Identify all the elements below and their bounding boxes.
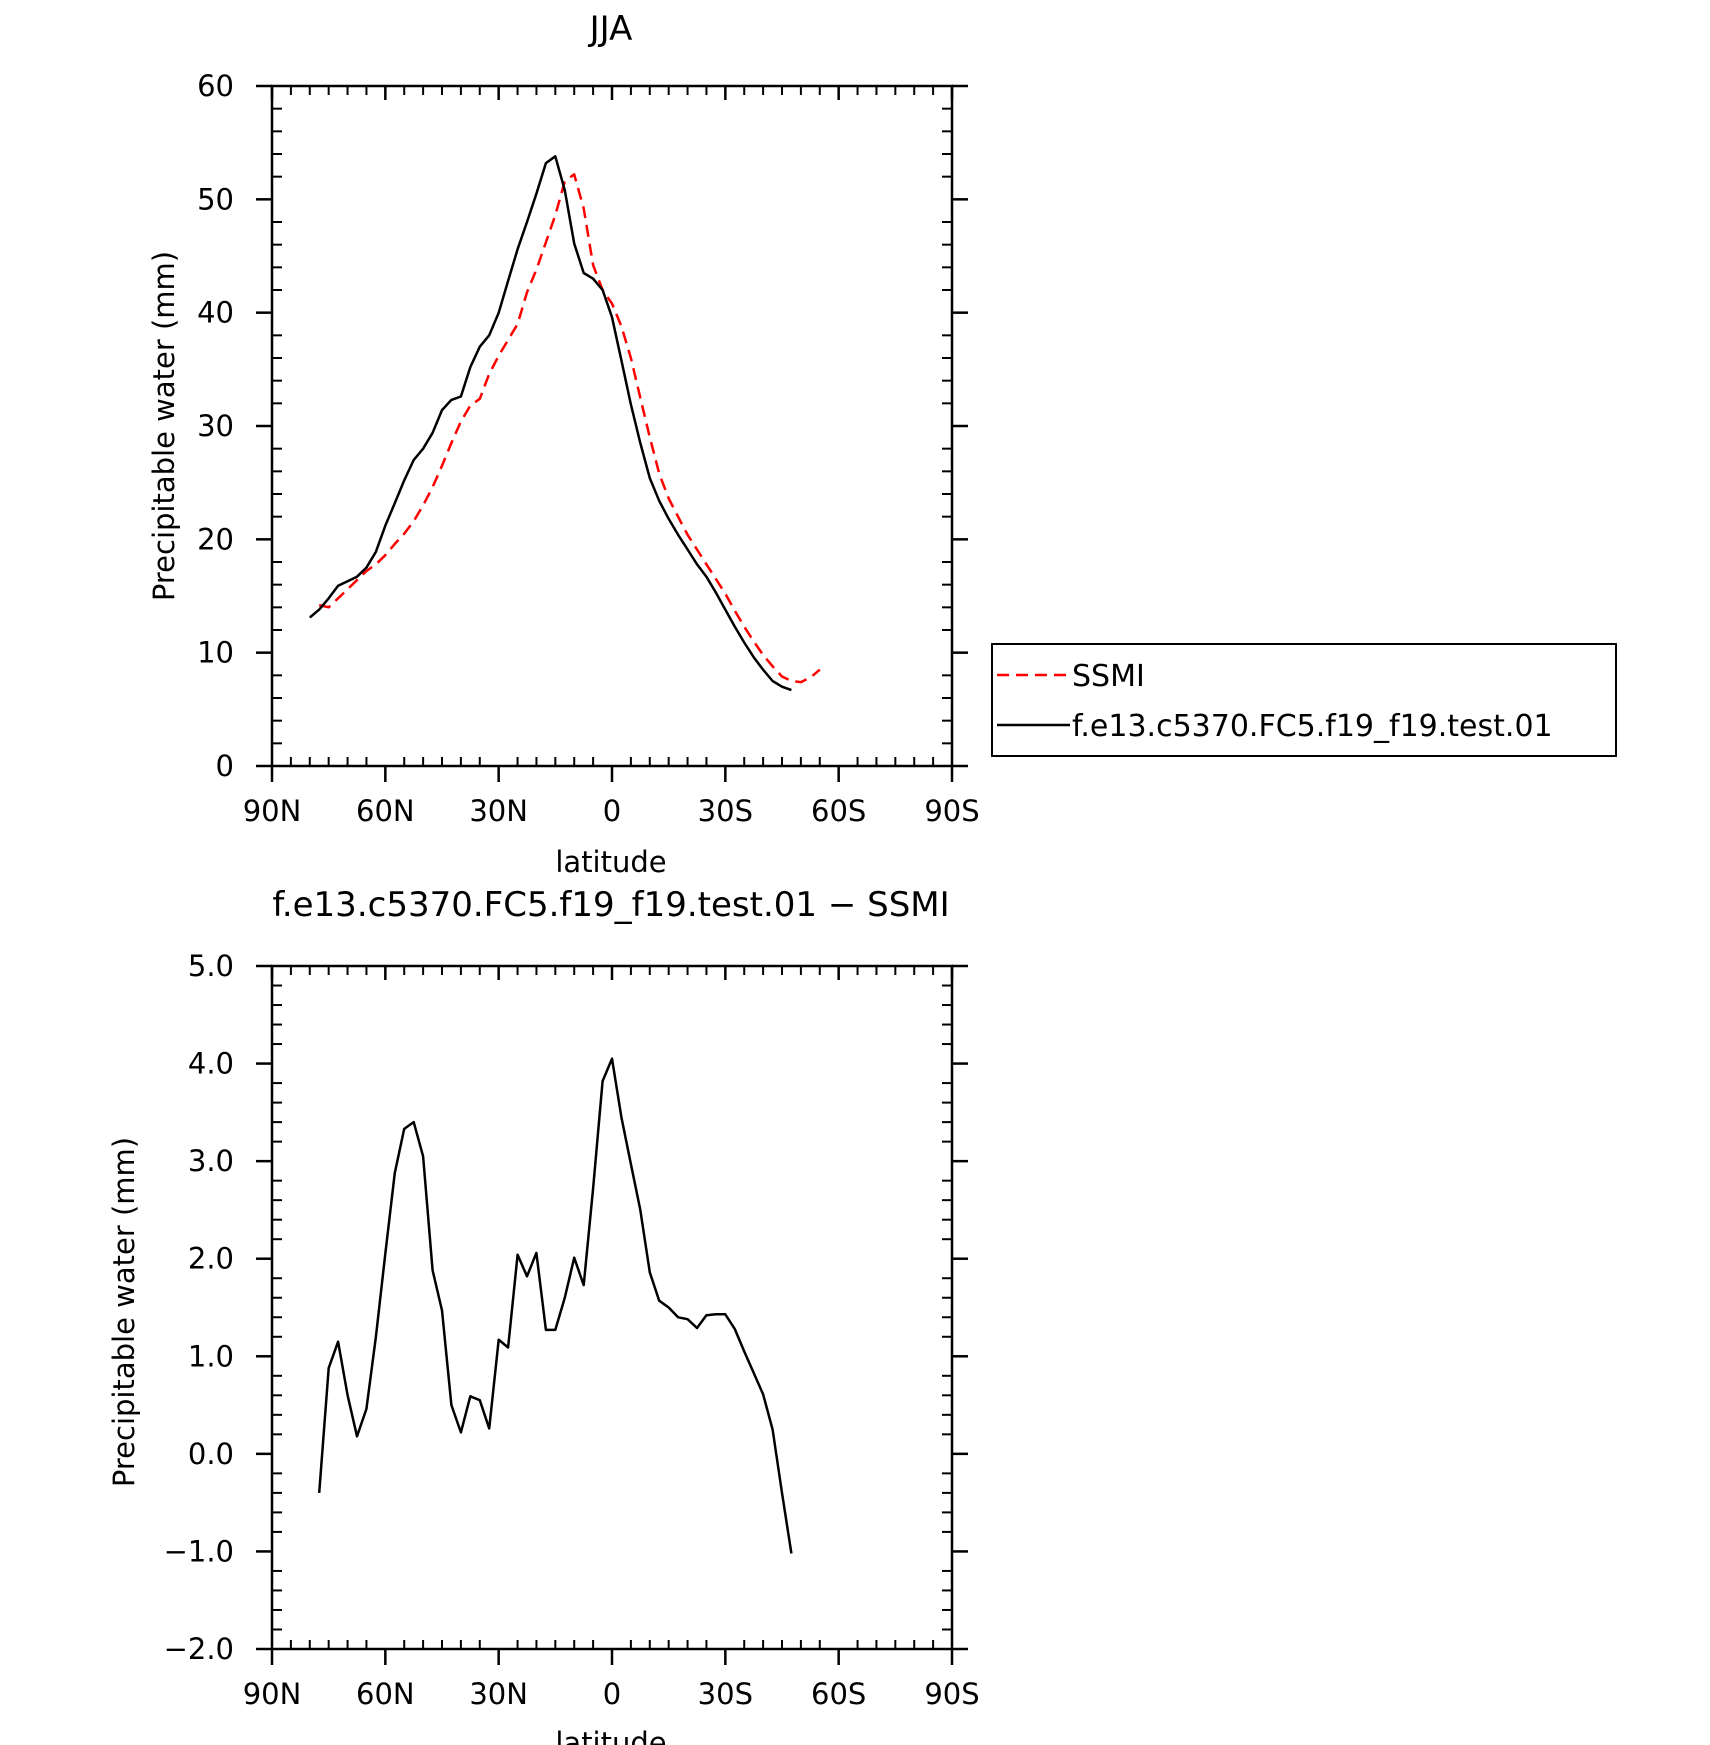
- x-tick-label: 90S: [924, 1677, 979, 1711]
- x-axis-label: latitude: [555, 845, 666, 879]
- series-line-1: [308, 155, 792, 692]
- legend-label-ssmi: SSMI: [1072, 659, 1145, 694]
- y-tick-label: 20: [197, 522, 234, 556]
- y-tick-label: 0: [216, 749, 234, 783]
- y-tick-label: 40: [197, 296, 234, 330]
- x-tick-label: 60S: [811, 794, 866, 828]
- y-tick-labels: −2.0 −1.0 0.0 1.0 2.0 3.0 4.0 5.0: [164, 949, 234, 1666]
- x-tick-label: 90N: [243, 1677, 302, 1711]
- tick-marks: [256, 964, 968, 1665]
- x-tick-label: 30N: [469, 794, 528, 828]
- series-line-0: [317, 1057, 793, 1554]
- y-tick-label: −2.0: [164, 1632, 234, 1666]
- tick-marks: [256, 84, 968, 782]
- x-tick-label: 30S: [698, 794, 753, 828]
- legend: SSMI f.e13.c5370.FC5.f19_f19.test.01: [991, 643, 1617, 757]
- y-tick-label: 0.0: [188, 1437, 234, 1471]
- x-tick-label: 0: [603, 794, 621, 828]
- y-tick-label: 60: [197, 69, 234, 103]
- y-axis-label: Precipitable water (mm): [107, 1137, 141, 1487]
- x-tick-label: 90N: [243, 794, 302, 828]
- y-tick-labels: 0 10 20 30 40 50 60: [197, 69, 234, 783]
- plot-frame: [270, 964, 954, 1651]
- y-tick-label: 1.0: [188, 1339, 234, 1373]
- y-tick-label: 2.0: [188, 1242, 234, 1276]
- y-tick-label: 3.0: [188, 1144, 234, 1178]
- chart-title: JJA: [588, 9, 633, 49]
- series-layer: [308, 155, 821, 692]
- chart-jja: JJA 0 10 20 30 40 50 60 90N 60N 30N 0 30S 60S 90S la…: [147, 9, 1617, 879]
- series-line-0: [318, 173, 821, 684]
- y-tick-label: −1.0: [164, 1534, 234, 1568]
- x-tick-label: 60N: [356, 1677, 415, 1711]
- legend-box: [991, 643, 1617, 757]
- chart-difference: f.e13.c5370.FC5.f19_f19.test.01 − SSMI −…: [107, 885, 980, 1745]
- y-tick-label: 30: [197, 409, 234, 443]
- x-tick-labels: 90N 60N 30N 0 30S 60S 90S: [243, 794, 980, 828]
- y-tick-label: 5.0: [188, 949, 234, 983]
- legend-label-model: f.e13.c5370.FC5.f19_f19.test.01: [1072, 709, 1553, 744]
- series-layer: [317, 1057, 793, 1554]
- y-axis-label: Precipitable water (mm): [147, 251, 181, 601]
- y-tick-label: 10: [197, 636, 234, 670]
- x-tick-label: 0: [603, 1677, 621, 1711]
- x-tick-label: 30S: [698, 1677, 753, 1711]
- x-tick-labels: 90N 60N 30N 0 30S 60S 90S: [243, 1677, 980, 1711]
- x-tick-label: 60S: [811, 1677, 866, 1711]
- x-axis-label: latitude: [555, 1726, 666, 1745]
- y-tick-label: 50: [197, 182, 234, 216]
- y-tick-label: 4.0: [188, 1047, 234, 1081]
- x-tick-label: 90S: [924, 794, 979, 828]
- x-tick-label: 30N: [469, 1677, 528, 1711]
- x-tick-label: 60N: [356, 794, 415, 828]
- chart-title: f.e13.c5370.FC5.f19_f19.test.01 − SSMI: [272, 885, 949, 925]
- plot-frame: [270, 84, 954, 768]
